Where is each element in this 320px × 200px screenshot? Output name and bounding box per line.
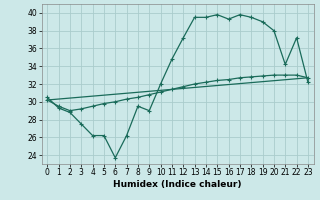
- X-axis label: Humidex (Indice chaleur): Humidex (Indice chaleur): [113, 180, 242, 189]
